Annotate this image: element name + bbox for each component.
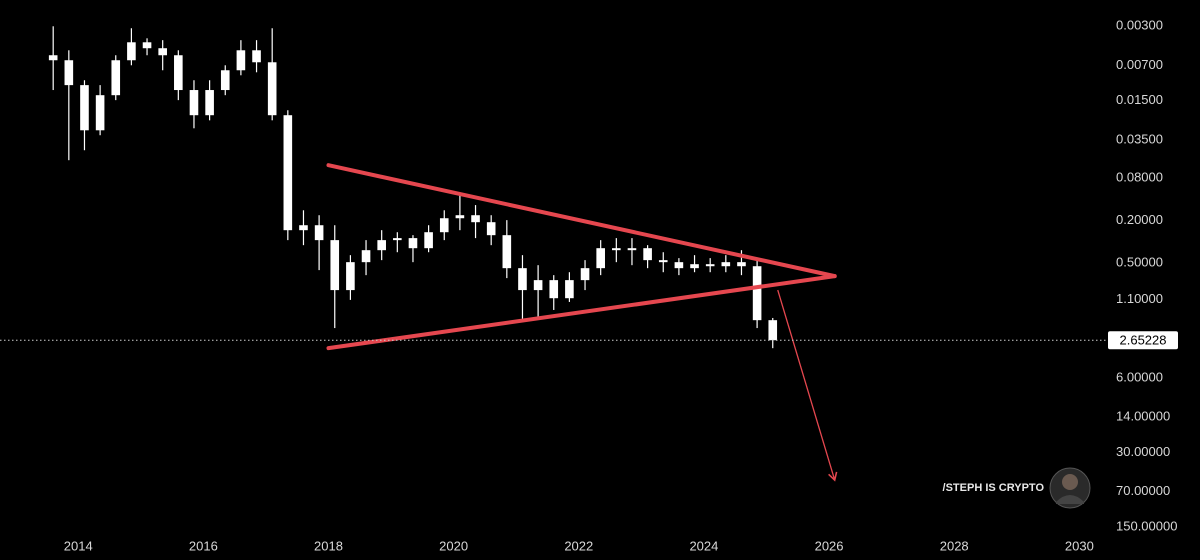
- candle-body: [533, 280, 543, 291]
- candle-body: [283, 115, 293, 231]
- candle-body: [158, 48, 167, 56]
- candle-body: [737, 262, 746, 267]
- candle-body: [643, 248, 652, 261]
- y-tick-label: 0.20000: [1116, 212, 1163, 227]
- candle-body: [424, 232, 433, 249]
- candle-body: [95, 95, 105, 131]
- last-price-box: [1108, 331, 1178, 350]
- candle-body: [220, 70, 230, 91]
- candle-body: [330, 240, 340, 291]
- x-tick-label: 2024: [689, 538, 718, 553]
- candle-body: [674, 262, 684, 269]
- y-tick-label: 0.00300: [1116, 18, 1163, 33]
- avatar-body: [1056, 495, 1084, 504]
- x-tick-label: 2026: [815, 538, 844, 553]
- y-tick-label: 0.08000: [1116, 170, 1163, 185]
- candle-body: [346, 262, 355, 291]
- y-tick-label: 1.10000: [1116, 291, 1163, 306]
- x-tick-label: 2018: [314, 538, 343, 553]
- candle-body: [768, 320, 778, 341]
- candle-body: [142, 42, 152, 49]
- candle-body: [612, 248, 621, 251]
- candle-body: [377, 240, 386, 251]
- x-tick-label: 2014: [64, 538, 93, 553]
- y-tick-label: 6.00000: [1116, 369, 1163, 384]
- candle-body: [64, 60, 74, 86]
- watermark: /STEPH IS CRYPTO: [943, 482, 1045, 494]
- y-tick-label: 70.00000: [1116, 483, 1170, 498]
- candle-body: [408, 238, 418, 249]
- candle-body: [455, 215, 465, 219]
- candle-body: [580, 268, 590, 281]
- y-tick-label: 0.03500: [1116, 131, 1163, 146]
- candle-body: [486, 222, 496, 236]
- last-price-label: 2.65228: [1120, 333, 1167, 348]
- arrow: [777, 289, 838, 482]
- x-tick-label: 2030: [1065, 538, 1094, 553]
- candle-body: [752, 266, 762, 321]
- candle-body: [314, 225, 324, 241]
- trendline: [326, 274, 837, 351]
- candle-body: [596, 248, 605, 269]
- candle-body: [549, 280, 559, 299]
- candle-body: [80, 85, 89, 131]
- candle-body: [111, 60, 121, 96]
- candle-body: [267, 62, 277, 116]
- candle-body: [658, 260, 668, 263]
- candle-body: [705, 264, 715, 267]
- y-tick-label: 0.00700: [1116, 57, 1163, 72]
- trendline: [326, 163, 837, 279]
- candle-body: [721, 262, 731, 267]
- y-tick-label: 0.01500: [1116, 92, 1163, 107]
- candle-body: [393, 238, 402, 241]
- candle-body: [236, 50, 246, 71]
- candle-body: [439, 218, 449, 233]
- avatar-head: [1062, 474, 1078, 490]
- x-tick-label: 2028: [940, 538, 969, 553]
- candle-body: [627, 248, 637, 251]
- x-tick-label: 2020: [439, 538, 468, 553]
- candle-body: [565, 280, 574, 299]
- candle-body: [252, 50, 261, 63]
- candle-body: [471, 215, 480, 223]
- candle-body: [518, 268, 527, 291]
- candle-body: [299, 225, 308, 231]
- x-tick-label: 2022: [564, 538, 593, 553]
- candle-body: [361, 250, 371, 263]
- candle-body: [189, 90, 199, 116]
- y-tick-label: 14.00000: [1116, 409, 1170, 424]
- x-tick-label: 2016: [189, 538, 218, 553]
- candle-body: [127, 42, 136, 61]
- candle-body: [205, 90, 214, 116]
- y-tick-label: 30.00000: [1116, 444, 1170, 459]
- y-tick-label: 150.00000: [1116, 518, 1177, 533]
- candle-body: [48, 55, 58, 61]
- candle-body: [690, 264, 699, 269]
- y-tick-label: 0.50000: [1116, 254, 1163, 269]
- candle-body: [502, 235, 512, 269]
- candle-body: [174, 55, 183, 91]
